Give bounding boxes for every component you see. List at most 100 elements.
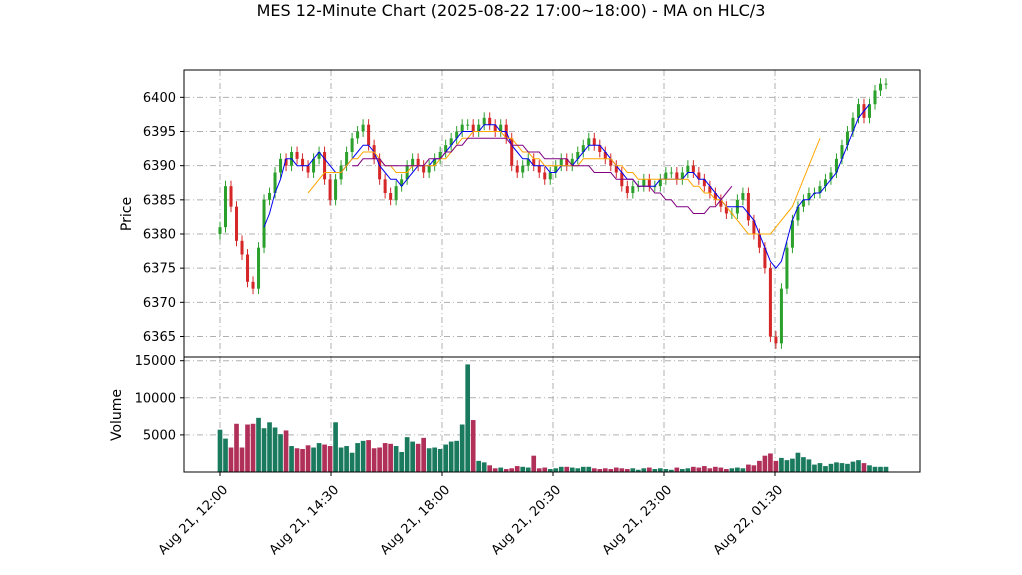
candle-body — [603, 152, 607, 159]
candle-body — [669, 172, 673, 174]
volume-axis-label: Volume — [109, 389, 125, 441]
candle-body — [229, 186, 233, 207]
volume-y-tick-label: 15000 — [135, 354, 176, 369]
volume-bar — [520, 466, 526, 472]
volume-bar — [608, 469, 614, 472]
candle-body — [631, 186, 635, 193]
volume-bar — [784, 460, 790, 472]
volume-bar — [624, 469, 630, 472]
candle-body — [845, 131, 849, 146]
volume-y-tick-label: 5000 — [143, 428, 176, 443]
volume-bar — [547, 469, 553, 472]
candle-body — [774, 336, 778, 344]
volume-bar — [591, 468, 597, 472]
volume-bar — [762, 455, 768, 472]
candle-body — [598, 145, 602, 152]
moving-average-line-2 — [307, 131, 821, 235]
candle-body — [257, 247, 261, 289]
volume-bar — [861, 463, 867, 472]
volume-bar — [250, 423, 256, 472]
candle-body — [378, 158, 382, 180]
volume-bar — [393, 446, 399, 472]
candle-body — [526, 158, 530, 166]
candle-body — [647, 179, 651, 187]
candle-body — [234, 206, 239, 241]
volume-bar — [371, 448, 377, 472]
candle-body — [295, 152, 299, 159]
candle-body — [521, 165, 525, 173]
candle-body — [708, 186, 712, 193]
x-tick-label: Aug 22, 01:30 — [711, 483, 787, 559]
candle-body — [719, 199, 723, 207]
candle-body — [367, 124, 371, 146]
volume-bar — [283, 430, 289, 472]
candle-body — [273, 172, 277, 193]
candle-body — [658, 179, 662, 187]
candle-body — [873, 90, 877, 105]
candle-body — [746, 193, 750, 221]
volume-bar — [514, 466, 520, 472]
volume-bar — [817, 463, 823, 472]
candle-body — [867, 104, 872, 118]
volume-y-tick-label: 10000 — [135, 391, 176, 406]
volume-bar — [768, 453, 773, 472]
candle-body — [697, 172, 701, 180]
candle-body — [807, 193, 811, 200]
x-tick-label-group: Aug 21, 23:00 — [600, 483, 676, 559]
moving-average-lines — [263, 103, 870, 270]
volume-bar — [779, 457, 784, 472]
x-tick-label-group: Aug 22, 01:30 — [711, 483, 787, 559]
candle-body — [345, 152, 349, 166]
candle-body — [306, 165, 310, 173]
candle-body — [488, 117, 492, 125]
candle-body — [537, 165, 541, 173]
volume-bar — [757, 460, 762, 472]
volume-bars — [217, 364, 889, 472]
volume-bar — [349, 452, 355, 472]
candle-body — [400, 179, 404, 187]
candle-body — [411, 158, 415, 166]
candle-body — [312, 158, 316, 173]
volume-bar — [239, 447, 245, 472]
candle-body — [779, 288, 783, 344]
volume-bar — [801, 457, 806, 472]
price-y-tick-label: 6390 — [143, 159, 176, 174]
candle-body — [510, 138, 514, 166]
volume-bar — [316, 443, 322, 472]
volume-bar — [680, 469, 685, 472]
candle-body — [323, 152, 327, 180]
volume-bar — [834, 462, 839, 472]
candle-body — [565, 158, 569, 166]
price-y-tick-label: 6365 — [143, 330, 176, 345]
volume-grid — [184, 357, 920, 472]
volume-bar — [487, 465, 493, 472]
candle-body — [680, 172, 684, 180]
volume-bar — [503, 469, 509, 472]
candle-body — [444, 145, 448, 152]
candle-body — [328, 179, 332, 200]
volume-bar — [707, 468, 713, 472]
volume-bar — [289, 446, 294, 472]
candle-body — [790, 220, 794, 248]
x-tick-label: Aug 21, 14:30 — [267, 483, 343, 559]
volume-bar — [294, 448, 300, 472]
candle-body — [240, 240, 244, 255]
candle-body — [592, 138, 596, 146]
candle-body — [829, 172, 833, 180]
volume-bar — [228, 447, 234, 472]
price-panel-frame — [183, 69, 921, 358]
volume-bar — [476, 460, 482, 472]
price-y-tick-label: 6375 — [143, 262, 176, 277]
volume-bar — [580, 466, 586, 472]
volume-bar — [812, 464, 817, 472]
candle-body — [752, 220, 756, 234]
volume-bar — [883, 466, 889, 472]
volume-bar — [377, 447, 382, 472]
candle-body — [834, 158, 838, 173]
candle-body — [284, 158, 288, 166]
volume-bar — [724, 469, 729, 472]
volume-bar — [663, 469, 669, 472]
volume-bar — [404, 437, 410, 472]
volume-bar — [641, 468, 647, 472]
candle-body — [268, 193, 272, 200]
